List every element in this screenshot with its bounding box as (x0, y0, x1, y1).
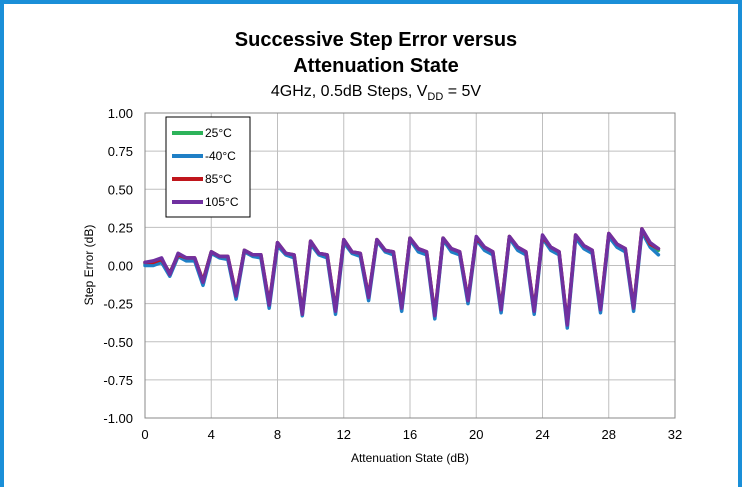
x-tick-label: 4 (208, 427, 215, 442)
y-tick-label: 0.00 (108, 259, 133, 274)
y-tick-label: 0.25 (108, 220, 133, 235)
legend: 25°C -40°C 85°C 105°C (172, 126, 239, 209)
subtitle-prefix: 4GHz, 0.5dB Steps, V (271, 83, 428, 100)
subtitle-subscript: DD (427, 91, 443, 103)
legend-label: 85°C (205, 172, 232, 186)
series-lines (143, 227, 661, 330)
series-line (143, 230, 661, 330)
x-tick-label: 16 (403, 427, 417, 442)
legend-label: -40°C (205, 149, 236, 163)
chart-subtitle: 4GHz, 0.5dB Steps, VDD = 5V (271, 83, 482, 103)
x-tick-label: 12 (337, 427, 351, 442)
x-axis-label: Attenuation State (dB) (351, 451, 469, 465)
x-tick-label: 24 (535, 427, 549, 442)
chart-title-line1: Successive Step Error versus (235, 29, 517, 51)
tick-labels: 0 4 8 12 16 20 24 28 32 1.00 0.75 0.50 0.25 0.00 -0.25… (103, 106, 682, 442)
y-axis-label: Step Error (dB) (82, 225, 96, 306)
y-tick-label: -0.25 (103, 297, 133, 312)
y-tick-label: -0.50 (103, 335, 133, 350)
x-tick-label: 32 (668, 427, 682, 442)
chart-title-line2: Attenuation State (293, 55, 459, 77)
x-tick-label: 8 (274, 427, 281, 442)
legend-label: 25°C (205, 126, 232, 140)
y-tick-label: 0.50 (108, 182, 133, 197)
y-tick-label: -0.75 (103, 373, 133, 388)
x-tick-label: 28 (602, 427, 616, 442)
series-line (143, 227, 661, 327)
y-tick-label: -1.00 (103, 411, 133, 426)
y-tick-label: 0.75 (108, 144, 133, 159)
x-tick-label: 0 (141, 427, 148, 442)
legend-label: 105°C (205, 195, 239, 209)
x-tick-label: 20 (469, 427, 483, 442)
subtitle-suffix: = 5V (443, 83, 481, 100)
y-tick-label: 1.00 (108, 106, 133, 121)
